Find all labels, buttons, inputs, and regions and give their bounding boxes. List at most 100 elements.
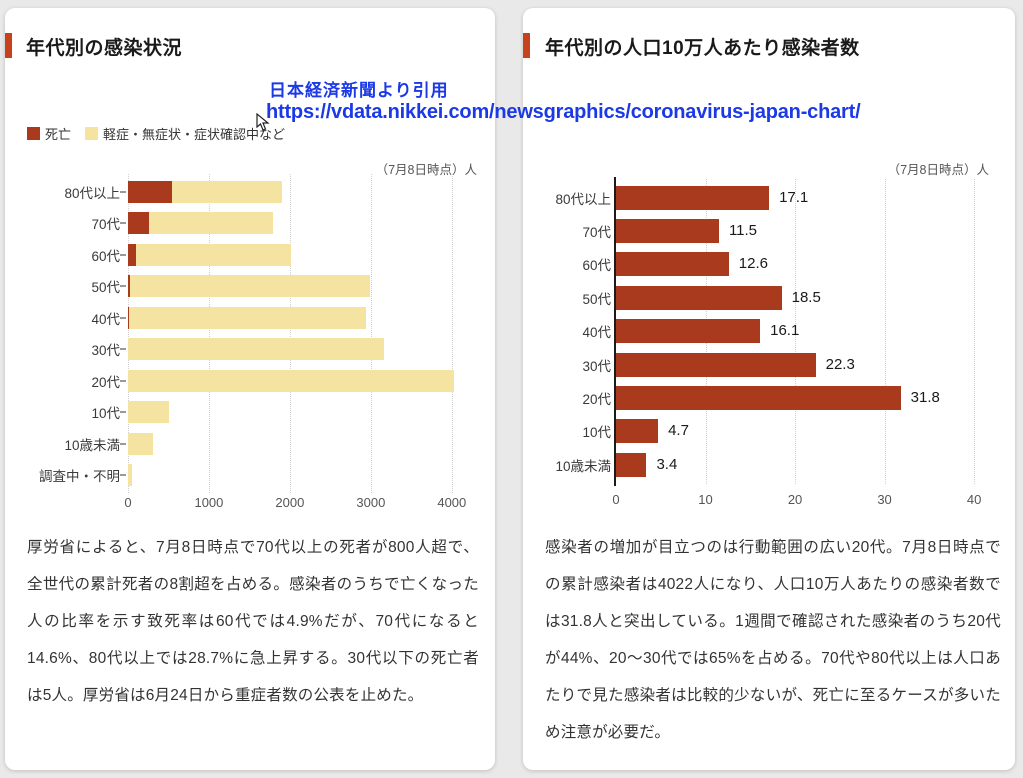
bar [616,285,782,310]
chart-rows: 80代以上 17.1 70代 11.5 60代 12.6 50代 18.5 40代 16.1 30代… [529,181,1009,482]
x-tick-label: 2000 [275,495,305,510]
bar-segment-死亡 [128,180,173,203]
bar-track [128,275,468,298]
bar-value-label: 18.5 [791,288,821,306]
legend-label-mild: 軽症・無症状・症状確認中など [103,127,286,142]
category-label: 調査中・不明 [39,469,120,485]
panel-body-text: 厚労省によると、7月8日時点で70代以上の死者が800人超で、全世代の累計死者の… [27,539,479,704]
bar-value-label: 11.5 [728,222,758,240]
bar-track: 16.1 [616,319,992,344]
mouse-cursor-icon [256,113,270,131]
panel-infections-per-100k: 年代別の人口10万人あたり感染者数 （7月8日時点）人 80代以上 17.1 70代… [523,8,1015,770]
page-title: 年代別の人口10万人あたり感染者数 [545,38,860,59]
stacked-bar-chart-infections: 80代以上 70代 60代 50代 40代 30代 20代 10代 10歳未満調査中・不明 0 10… [11,174,487,510]
category-label: 10代 [91,406,120,422]
category-label: 50代 [91,280,120,296]
x-tick-label: 0 [124,495,132,510]
bar [616,219,719,244]
x-tick-label: 30 [877,491,892,507]
bar-segment-軽症・無症状・症状確認中など [136,243,291,266]
category-label: 30代 [91,343,120,359]
x-tick-label: 1000 [194,495,224,510]
category-label: 80代以上 [64,185,120,201]
bar-track: 22.3 [616,352,992,377]
category-label: 30代 [582,358,611,374]
bar-row-10代: 10代 [11,397,487,429]
gridline [370,174,372,493]
bar-row-40代: 40代 16.1 [529,315,1009,348]
bar-segment-死亡 [128,212,150,235]
bar [616,319,761,344]
bar-chart-per-100k: 80代以上 17.1 70代 11.5 60代 12.6 50代 18.5 40代 16.1 30代… [529,177,1009,507]
category-label: 10歳未満 [555,458,611,474]
bar-segment-軽症・無症状・症状確認中など [149,212,273,235]
title-accent-bar [5,33,12,58]
bar-row-60代: 60代 [11,239,487,271]
category-label: 70代 [91,217,120,233]
category-label: 10代 [582,425,611,441]
bar-row-20代: 20代 [11,365,487,397]
x-tick-label: 4000 [437,495,467,510]
x-axis: 0 10 20 30 40 [612,491,992,508]
bar-segment-軽症・無症状・症状確認中など [128,464,133,487]
bar-value-label: 3.4 [656,455,678,473]
chart-rows: 80代以上 70代 60代 50代 40代 30代 20代 10代 10歳未満調査中・不明 [11,176,487,491]
bar-segment-軽症・無症状・症状確認中など [172,180,283,203]
bar [616,185,770,210]
x-axis: 0 1000 2000 3000 4000 [124,495,468,511]
chart-unit-note: （7月8日時点）人 [887,163,989,177]
legend-item-mild: 軽症・無症状・症状確認中など [85,124,285,143]
bar-row-40代: 40代 [11,302,487,334]
legend-swatch-mild [85,127,99,140]
gridline [128,174,129,493]
bar [616,252,729,277]
bar-track [128,401,468,424]
category-label: 70代 [582,225,611,241]
y-tick-mark [120,348,126,351]
bar-value-label: 16.1 [770,322,800,340]
y-tick-mark [120,316,126,319]
bar-value-label: 22.3 [825,355,855,373]
gridline [884,179,886,484]
bar-value-label: 31.8 [910,389,940,407]
x-tick-label: 10 [698,491,713,507]
category-label: 60代 [582,258,611,274]
legend-label-deaths: 死亡 [45,127,72,142]
chart-gridlines [128,174,468,493]
y-tick-mark [120,411,126,414]
bar-segment-死亡 [128,275,131,298]
citation-url-link[interactable]: https://vdata.nikkei.com/newsgraphics/co… [266,101,861,123]
bar-row-調査中・不明: 調査中・不明 [11,460,487,492]
bar-track [128,432,468,455]
bar-track [128,306,468,329]
bar-segment-軽症・無症状・症状確認中など [128,432,154,455]
category-label: 20代 [91,374,120,390]
y-tick-mark [120,442,126,445]
bar-track: 18.5 [616,285,992,310]
bar-value-label: 12.6 [738,255,768,273]
chart-unit-note: （7月8日時点）人 [375,163,477,177]
bar-row-10歳未満: 10歳未満 [11,428,487,460]
gridline [289,174,291,493]
y-tick-mark [120,379,126,382]
bar-value-label: 4.7 [668,422,689,440]
bar-segment-軽症・無症状・症状確認中など [128,401,169,424]
category-label: 50代 [582,291,611,307]
bar-track: 3.4 [616,452,992,477]
bar-track [128,212,468,235]
gridline [451,174,453,493]
x-tick-label: 20 [787,491,803,507]
title-accent-bar [523,33,530,58]
gridline [974,179,976,484]
bar-row-30代: 30代 [11,334,487,366]
bar-segment-軽症・無症状・症状確認中など [128,338,384,361]
citation-credit-text: 日本経済新聞より引用 [269,81,449,100]
bar-row-20代: 20代 31.8 [529,381,1009,414]
bar-row-30代: 30代 22.3 [529,348,1009,381]
bar-row-10代: 10代 4.7 [529,415,1009,448]
legend-item-deaths: 死亡 [27,124,71,143]
category-label: 40代 [582,325,611,341]
bar-row-80代以上: 80代以上 17.1 [529,181,1009,214]
bar-segment-死亡 [128,243,137,266]
